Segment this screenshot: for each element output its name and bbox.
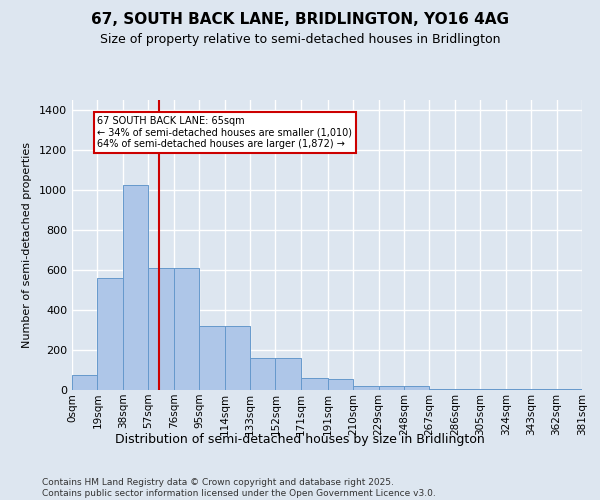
Bar [250, 358, 275, 390]
Bar [557, 389, 582, 390]
Bar [353, 386, 379, 390]
Bar [328, 379, 353, 390]
Bar [148, 268, 174, 390]
Bar [480, 389, 506, 390]
Bar [301, 378, 328, 390]
Y-axis label: Number of semi-detached properties: Number of semi-detached properties [22, 142, 32, 348]
Bar [72, 375, 97, 390]
Bar [224, 326, 250, 390]
Bar [97, 278, 123, 390]
Bar [506, 389, 531, 390]
Bar [379, 386, 404, 390]
Text: 67, SOUTH BACK LANE, BRIDLINGTON, YO16 4AG: 67, SOUTH BACK LANE, BRIDLINGTON, YO16 4… [91, 12, 509, 28]
Bar [199, 326, 224, 390]
Text: Contains HM Land Registry data © Crown copyright and database right 2025.
Contai: Contains HM Land Registry data © Crown c… [42, 478, 436, 498]
Bar [174, 268, 199, 390]
Text: Size of property relative to semi-detached houses in Bridlington: Size of property relative to semi-detach… [100, 32, 500, 46]
Bar [455, 389, 480, 390]
Bar [430, 389, 455, 390]
Bar [275, 358, 301, 390]
Bar [404, 386, 430, 390]
Text: Distribution of semi-detached houses by size in Bridlington: Distribution of semi-detached houses by … [115, 432, 485, 446]
Bar [123, 185, 148, 390]
Bar [531, 389, 557, 390]
Text: 67 SOUTH BACK LANE: 65sqm
← 34% of semi-detached houses are smaller (1,010)
64% : 67 SOUTH BACK LANE: 65sqm ← 34% of semi-… [97, 116, 352, 149]
